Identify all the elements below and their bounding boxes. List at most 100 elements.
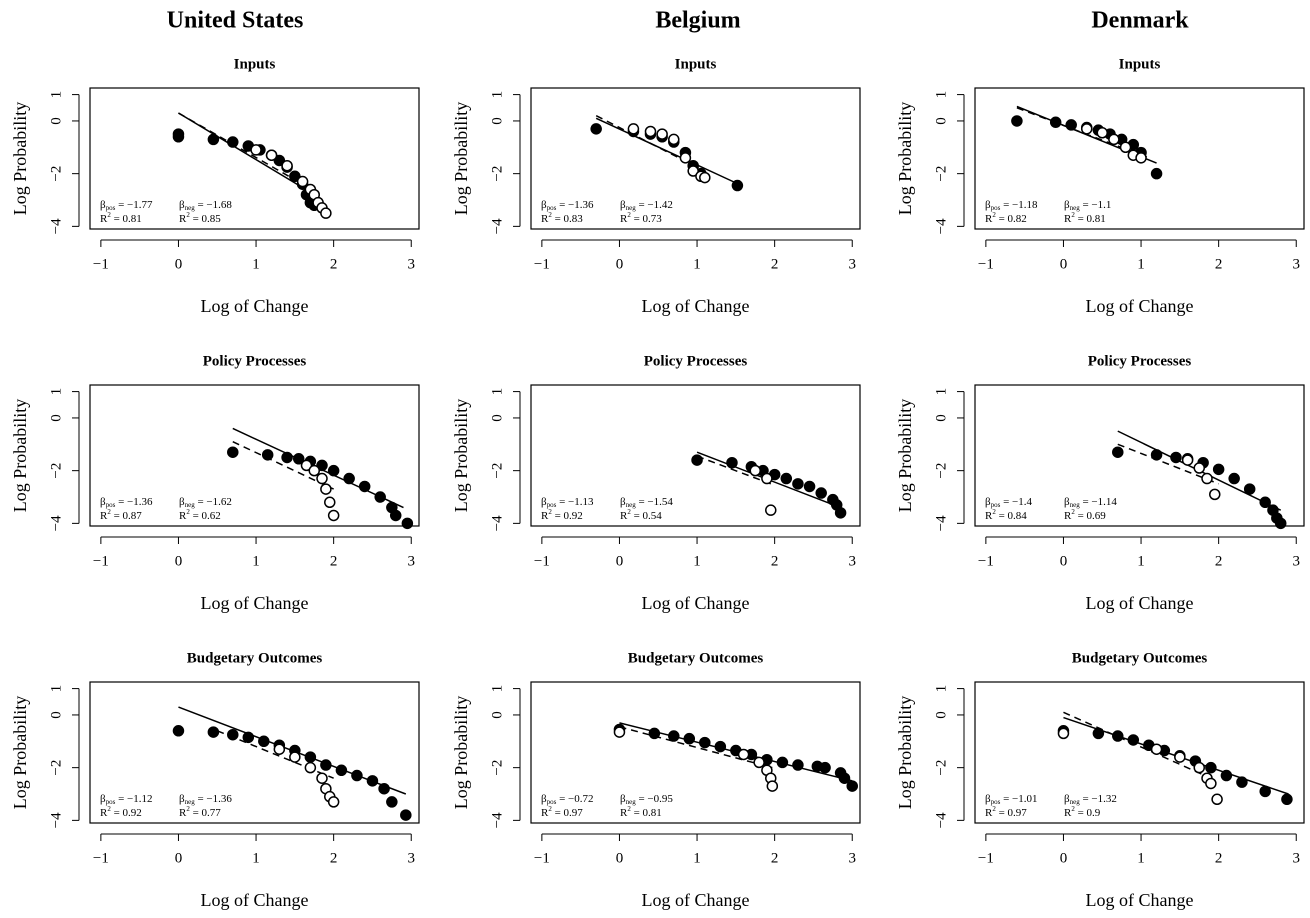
- annotation-symbol: R: [179, 807, 187, 819]
- x-tick-label: 0: [175, 553, 183, 569]
- open-point: [1193, 761, 1205, 774]
- annotation-value: = −1.1: [1080, 199, 1112, 211]
- annotation-symbol: β: [1064, 793, 1070, 805]
- annotation-value: = −1.54: [636, 496, 674, 508]
- y-tick-label: −4: [489, 218, 505, 234]
- y-tick-label: −2: [489, 463, 505, 479]
- annotation: βneg = −0.95: [620, 793, 673, 806]
- filled-point: [1212, 463, 1225, 476]
- x-axis-label: Log of Change: [1086, 890, 1194, 910]
- annotation: βpos = −0.72: [541, 793, 594, 806]
- annotation-symbol: β: [100, 793, 106, 805]
- y-tick-label: 0: [48, 117, 64, 125]
- panel: Inputs −1 0 1 2 3 −4 −2 0 1 Log of Change Log Proba…: [10, 56, 420, 316]
- annotation-value: = 0.9: [1075, 807, 1101, 819]
- annotation: βpos = −1.4: [985, 496, 1033, 509]
- y-tick-label: 1: [489, 91, 505, 99]
- y-tick-label: −4: [489, 515, 505, 531]
- x-tick-label: 2: [1215, 850, 1223, 866]
- panel-title: Policy Processes: [203, 353, 307, 369]
- filled-point: [389, 509, 402, 522]
- open-point: [644, 125, 657, 138]
- open-point: [765, 504, 777, 516]
- open-point: [1193, 462, 1205, 474]
- y-tick-label: −2: [933, 166, 949, 182]
- annotation-subscript: neg: [1070, 501, 1081, 509]
- y-tick-label: 0: [933, 414, 949, 422]
- annotation-subscript: pos: [547, 798, 557, 806]
- annotation: βneg = −1.36: [179, 793, 232, 806]
- annotation-value: = −1.77: [115, 199, 153, 211]
- open-point: [281, 159, 293, 172]
- annotation-value: = −1.42: [636, 199, 673, 211]
- x-tick-label: 0: [616, 553, 624, 569]
- filled-point: [366, 775, 379, 787]
- filled-point: [335, 764, 348, 777]
- open-point: [699, 171, 711, 184]
- panel-title: Policy Processes: [1088, 353, 1192, 369]
- annotation-value: = 0.81: [111, 213, 142, 225]
- x-tick-label: 2: [1215, 256, 1223, 272]
- x-tick-label: 0: [616, 256, 624, 272]
- annotation-value: = 0.69: [1075, 510, 1106, 522]
- y-tick-label: 0: [489, 414, 505, 422]
- y-tick-label: −2: [489, 166, 505, 182]
- annotation-value: = −1.36: [115, 496, 153, 508]
- x-tick-label: 3: [848, 553, 856, 569]
- annotation-value: = −1.14: [1080, 496, 1118, 508]
- filled-point: [273, 154, 286, 167]
- filled-point: [699, 736, 711, 749]
- annotation-value: = −0.95: [636, 793, 674, 805]
- filled-point: [207, 726, 220, 738]
- fit-line: [619, 726, 773, 769]
- filled-point: [207, 133, 220, 146]
- x-tick-label: 2: [330, 256, 338, 272]
- annotation-superscript: 2: [548, 211, 552, 219]
- open-point: [296, 175, 309, 188]
- annotation-value: = 0.81: [1075, 213, 1106, 225]
- panel: Inputs −1 0 1 2 3 −4 −2 0 1 Log of Change Log Proba…: [895, 56, 1305, 316]
- panel-title: Budgetary Outcomes: [187, 650, 323, 666]
- annotation-value: = 0.85: [190, 213, 221, 225]
- x-tick-label: 1: [252, 256, 260, 272]
- annotation-symbol: β: [1064, 496, 1070, 508]
- x-axis-label: Log of Change: [1086, 593, 1194, 613]
- panel: Budgetary Outcomes −1 0 1 2 3 −4 −2 0 1 Log of Cha…: [451, 650, 861, 910]
- annotation-symbol: R: [620, 807, 628, 819]
- open-point: [749, 464, 761, 477]
- filled-point: [731, 179, 744, 192]
- panel-title: Budgetary Outcomes: [1072, 650, 1208, 666]
- annotation-symbol: R: [1064, 807, 1072, 819]
- open-point: [316, 472, 328, 485]
- annotation: R2 = 0.83: [541, 211, 583, 225]
- panel-title: Budgetary Outcomes: [628, 650, 764, 666]
- annotation-superscript: 2: [186, 211, 190, 219]
- open-point: [1096, 127, 1109, 139]
- y-tick-label: −2: [48, 166, 64, 182]
- y-tick-label: 1: [933, 388, 949, 396]
- annotation: βpos = −1.77: [100, 199, 153, 212]
- y-axis-label: Log Probability: [895, 399, 915, 513]
- x-tick-label: 3: [407, 850, 415, 866]
- filled-point: [227, 446, 239, 458]
- annotation-subscript: pos: [106, 798, 116, 806]
- x-axis-label: Log of Change: [201, 890, 309, 910]
- y-tick-label: 1: [489, 388, 505, 396]
- filled-point: [1243, 483, 1256, 495]
- x-tick-label: 2: [330, 850, 338, 866]
- x-axis-label: Log of Change: [642, 890, 750, 910]
- fit-line: [1063, 711, 1212, 779]
- open-point: [1201, 472, 1213, 485]
- x-tick-label: 2: [771, 553, 779, 569]
- y-tick-label: 0: [489, 117, 505, 125]
- filled-point: [683, 732, 696, 745]
- annotation-superscript: 2: [186, 508, 190, 516]
- annotation-symbol: β: [620, 496, 626, 508]
- filled-point: [846, 780, 858, 792]
- filled-point: [819, 761, 831, 774]
- fit-line: [216, 730, 334, 779]
- y-tick-label: −4: [489, 812, 505, 828]
- x-tick-label: 1: [1137, 850, 1145, 866]
- plot-box: [530, 681, 861, 824]
- annotation-superscript: 2: [627, 508, 631, 516]
